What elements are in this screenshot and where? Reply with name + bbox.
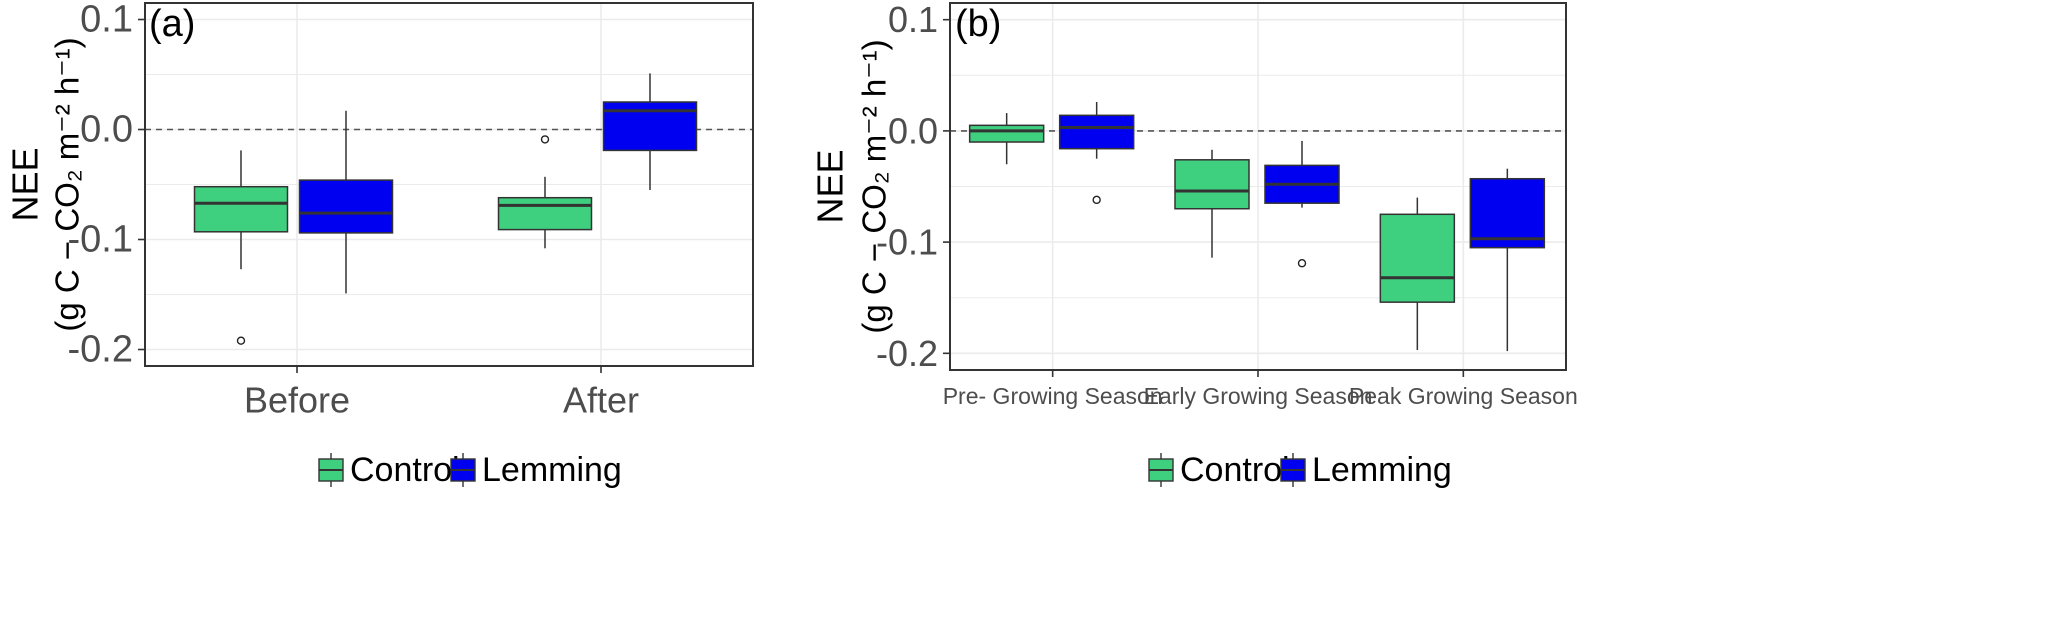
box-lemming [298,110,394,294]
x-category-label: Pre- Growing Season [943,383,1163,409]
y-tick-label: 0.1 [888,0,938,40]
y-axis-units: (g C − CO₂ m⁻² h⁻¹) [49,37,86,331]
y-axis-title: NEE [5,147,46,221]
legend-key-lemming [450,453,476,487]
legend-key-control [318,453,344,487]
box-control [968,113,1045,165]
box-iqr [497,196,593,231]
box-iqr [1058,114,1135,150]
chart-panel: 0.1 0.0 -0.1 -0.2 Before After NEE (g C − CO₂ m… [5,0,754,489]
legend: Control Lemming [1148,451,1452,489]
legend-label: Control [1180,451,1290,489]
box-iqr [193,185,289,233]
y-axis-title: NEE [810,149,851,223]
y-tick-label: -0.2 [876,333,938,374]
box-iqr [602,101,698,152]
legend-label: Lemming [482,451,622,489]
legend-key-control [1148,453,1174,487]
y-tick-label: 0.1 [80,0,133,41]
legend-key-lemming [1280,453,1306,487]
panel-border [144,2,754,367]
outlier-point [1297,259,1307,268]
box-lemming [602,73,698,190]
x-category-label: After [563,380,639,421]
y-axis-units: (g C − CO₂ m⁻² h⁻¹) [856,39,893,333]
outlier-point [236,336,246,345]
legend-label: Control [350,451,460,489]
box-control [1174,149,1250,258]
x-category-label: Peak Growing Season [1349,383,1578,409]
box-iqr [1379,213,1456,303]
box-iqr [968,124,1045,143]
panel-label: (b) [955,3,1001,45]
box-iqr [298,179,394,234]
panel-label: (a) [149,3,195,45]
y-tick-label: -0.2 [68,329,133,371]
box-control [193,150,289,345]
legend: Control Lemming [318,451,622,489]
box-control [1379,197,1456,350]
box-lemming [1264,140,1340,268]
box-iqr [1174,159,1250,210]
y-tick-label: 0.0 [888,110,938,151]
box-control [497,135,593,249]
box-lemming [1469,168,1546,352]
y-tick-label: -0.1 [68,219,133,261]
box-lemming [1058,101,1135,205]
x-category-label: Early Growing Season [1144,383,1373,409]
outlier-point [1092,195,1101,205]
outlier-point [540,135,550,144]
y-tick-label: -0.1 [876,222,938,263]
legend-label: Lemming [1312,451,1452,489]
x-category-label: Before [244,380,350,421]
box-iqr [1469,177,1546,249]
y-tick-label: 0.0 [80,109,133,151]
